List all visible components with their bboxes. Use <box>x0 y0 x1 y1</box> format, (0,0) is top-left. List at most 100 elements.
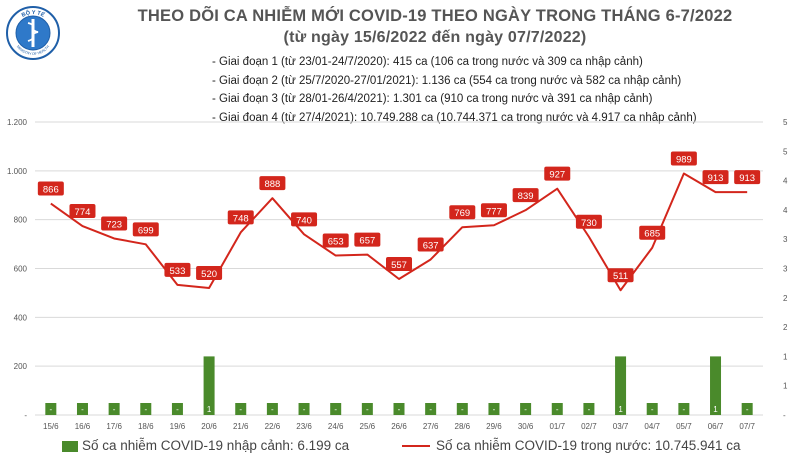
y-tick-label-left: 1.000 <box>7 167 28 176</box>
legend-item-domestic: Số ca nhiễm COVID-19 trong nước: 10.745.… <box>402 438 741 453</box>
line-data-label: 748 <box>233 213 249 224</box>
bar-data-label: - <box>49 405 52 414</box>
line-label-box <box>37 181 64 196</box>
line-label-box <box>512 188 539 203</box>
bar <box>678 403 690 415</box>
line-data-label: 774 <box>75 207 91 218</box>
bar <box>425 403 437 415</box>
bar-data-label: - <box>398 405 401 414</box>
line-data-label: 989 <box>676 155 692 166</box>
line-data-label: 511 <box>613 271 628 282</box>
line-data-label: 533 <box>170 266 186 277</box>
y-tick-label-right: 4 <box>783 177 788 186</box>
line-label-box <box>322 233 349 248</box>
bar-data-label: - <box>334 405 337 414</box>
x-tick-label: 26/6 <box>391 422 407 431</box>
stage-2: - Giai đoạn 2 (từ 25/7/2020-27/01/2021):… <box>212 74 682 87</box>
line-label-box <box>639 225 666 240</box>
y-tick-label-right: 4 <box>783 206 788 215</box>
bar-data-label: - <box>683 405 686 414</box>
stage-1: - Giai đoạn 1 (từ 23/01-24/7/2020): 415 … <box>212 56 643 68</box>
bar <box>583 403 595 415</box>
x-tick-label: 07/7 <box>739 422 755 431</box>
x-tick-label: 04/7 <box>644 422 660 431</box>
stage-3: - Giai đoạn 3 (từ 28/01-26/4/2021): 1.30… <box>212 93 653 105</box>
bar <box>266 403 278 415</box>
bar <box>646 403 658 415</box>
y-tick-label-left: 400 <box>14 313 28 322</box>
line-data-label: 730 <box>581 218 597 229</box>
y-tick-label-left: 200 <box>14 362 28 371</box>
line-label-box <box>702 170 729 185</box>
bar-data-label: - <box>746 405 749 414</box>
x-tick-label: 03/7 <box>613 422 629 431</box>
line-label-box <box>480 203 507 218</box>
bar <box>298 403 310 415</box>
x-tick-label: 17/6 <box>106 422 122 431</box>
line-data-label: 888 <box>264 179 280 190</box>
legend-label-domestic: Số ca nhiễm COVID-19 trong nước: 10.745.… <box>436 438 741 453</box>
x-tick-label: 01/7 <box>549 422 565 431</box>
line-label-box <box>227 210 254 225</box>
line-label-box <box>417 237 444 252</box>
bar-data-label: - <box>239 405 242 414</box>
y-tick-label-right: 5 <box>783 147 788 156</box>
y-tick-label-left: 800 <box>14 216 28 225</box>
line-data-label: 740 <box>296 215 312 226</box>
bar <box>551 403 563 415</box>
stages-list: - Giai đoạn 1 (từ 23/01-24/7/2020): 415 … <box>212 53 697 127</box>
bar <box>456 403 468 415</box>
y-tick-label-right: - <box>783 411 786 420</box>
x-tick-label: 24/6 <box>328 422 344 431</box>
y-tick-label-right: 2 <box>783 294 788 303</box>
logo-text: BỘ Y TẾ <box>21 8 46 19</box>
line-data-label: 913 <box>739 173 755 184</box>
bar-data-label: - <box>176 405 179 414</box>
x-tick-label: 28/6 <box>455 422 471 431</box>
bar-data-label: - <box>588 405 591 414</box>
x-tick-label: 06/7 <box>708 422 724 431</box>
x-tick-label: 21/6 <box>233 422 249 431</box>
bar <box>45 403 57 415</box>
x-tick-label: 05/7 <box>676 422 692 431</box>
bar <box>235 403 247 415</box>
bar <box>741 403 753 415</box>
y-tick-label-right: 1 <box>783 352 788 361</box>
line-label-box <box>386 256 412 271</box>
x-tick-label: 19/6 <box>170 422 186 431</box>
x-tick-label: 16/6 <box>75 422 91 431</box>
line-label-box <box>132 222 159 237</box>
bar-data-label: 1 <box>207 405 212 414</box>
line-label-box <box>734 170 761 185</box>
y-tick-label-right: 3 <box>783 235 788 244</box>
stage-4: - Giai đoạn 4 (từ 27/4/2021): 10.749.288… <box>212 111 697 124</box>
line-data-label: 913 <box>708 173 724 184</box>
bar <box>710 356 722 415</box>
x-tick-label: 02/7 <box>581 422 597 431</box>
line-data-label: 637 <box>423 240 439 251</box>
bar <box>520 403 532 415</box>
bar <box>488 403 500 415</box>
legend-swatch-bar <box>62 440 78 452</box>
bar-data-label: - <box>271 405 274 414</box>
line-data-label: 557 <box>391 260 407 271</box>
line-label-box <box>291 212 318 227</box>
line-label-box <box>575 214 602 229</box>
bar <box>361 403 373 415</box>
line-data-label: 769 <box>454 208 470 219</box>
x-tick-label: 15/6 <box>43 422 59 431</box>
bar-data-label: - <box>461 405 464 414</box>
bar-data-label: - <box>144 405 147 414</box>
x-tick-label: 29/6 <box>486 422 502 431</box>
x-tick-label: 20/6 <box>201 422 217 431</box>
bar <box>615 356 627 415</box>
line-label-box <box>69 204 96 219</box>
bar <box>140 403 152 415</box>
line-data-label: 520 <box>201 269 217 280</box>
y-tick-label-left: - <box>24 411 27 420</box>
bar-data-label: - <box>113 405 116 414</box>
line-data-label: 653 <box>328 237 344 248</box>
line-data-label: 866 <box>43 185 59 196</box>
line-label-box <box>544 166 571 181</box>
